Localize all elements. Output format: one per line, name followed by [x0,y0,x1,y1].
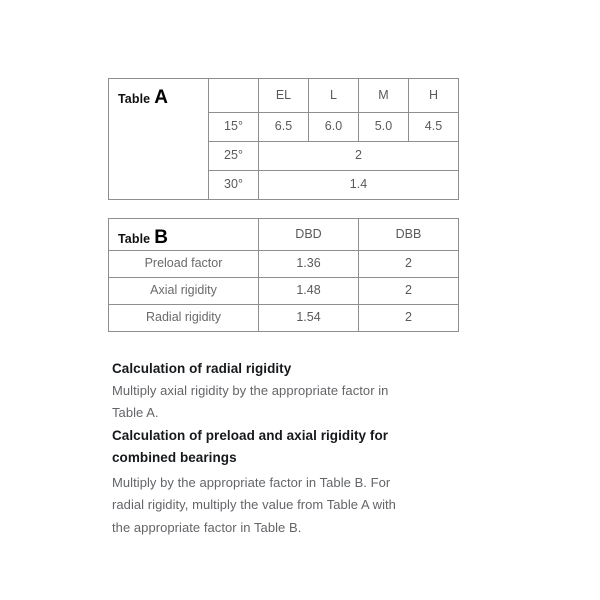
table-b-label-letter: B [154,227,168,248]
table-b-cell-preload-dbd: 1.36 [258,250,359,278]
table-row: 25° 2 [109,141,459,171]
table-b: Table B DBD DBB Preload factor 1.36 2 Axi… [108,218,459,332]
table-b-header-row: Table B DBD DBB [108,218,459,251]
paragraph-2-line-1: Multiply by the appropriate factor in Ta… [112,474,391,490]
heading-calculation-preload-line-1: Calculation of preload and axial rigidit… [112,428,389,444]
table-b-col-header-dbd: DBD [258,218,359,251]
table-a-cell-25-merged: 2 [258,141,459,171]
table-b-cell-radial-dbb: 2 [358,304,459,332]
table-a: Table A EL L M H 15° 6.5 6.0 5.0 4.5 25° … [108,78,459,200]
table-b-cell-axial-dbb: 2 [358,277,459,305]
table-a-cell-15-el: 6.5 [258,112,309,142]
table-a-col-header-m: M [358,78,409,113]
table-b-rowname-radial-rigidity: Radial rigidity [108,304,259,332]
table-a-header-row: Table A EL L M H [108,78,459,200]
table-a-col-header-h: H [408,78,459,113]
table-a-cell-30-merged: 1.4 [258,170,459,200]
table-a-col-header-0 [208,78,259,113]
table-a-col-header-l: L [308,78,359,113]
table-b-label-word: Table [118,232,151,246]
table-a-col-header-el: EL [258,78,309,113]
table-row: Preload factor 1.36 2 [108,250,459,278]
table-a-angle-15: 15° [208,112,259,142]
paragraph-2-line-2: radial rigidity, multiply the value from… [112,497,396,513]
paragraph-2-line-3: the appropriate factor in Table B. [112,520,302,536]
heading-calculation-radial-rigidity: Calculation of radial rigidity [112,361,292,376]
table-a-cell-15-m: 5.0 [358,112,409,142]
table-a-label-word: Table [118,92,151,106]
table-b-cell-axial-dbd: 1.48 [258,277,359,305]
table-a-angle-30: 30° [208,170,259,200]
paragraph-1-line-2: Table A. [112,405,159,421]
table-a-title-cell: Table A [108,78,209,200]
table-a-label-letter: A [154,87,168,108]
table-b-cell-radial-dbd: 1.54 [258,304,359,332]
table-row: Radial rigidity 1.54 2 [108,304,459,332]
table-a-angle-25: 25° [208,141,259,171]
paragraph-1-line-1: Multiply axial rigidity by the appropria… [112,382,389,398]
table-row: 30° 1.4 [109,170,459,200]
explanatory-text-block: Calculation of radial rigidity Multiply … [112,358,472,540]
table-b-col-header-dbb: DBB [358,218,459,251]
table-b-rowname-preload-factor: Preload factor [108,250,259,278]
table-b-title-cell: Table B [108,218,259,251]
table-a-cell-15-l: 6.0 [308,112,359,142]
table-b-rowname-axial-rigidity: Axial rigidity [108,277,259,305]
table-a-cell-15-h: 4.5 [408,112,459,142]
heading-calculation-preload-line-2: combined bearings [112,449,237,465]
table-row: Axial rigidity 1.48 2 [108,277,459,305]
table-row: 15° 6.5 6.0 5.0 4.5 [109,112,459,142]
table-b-cell-preload-dbb: 2 [358,250,459,278]
